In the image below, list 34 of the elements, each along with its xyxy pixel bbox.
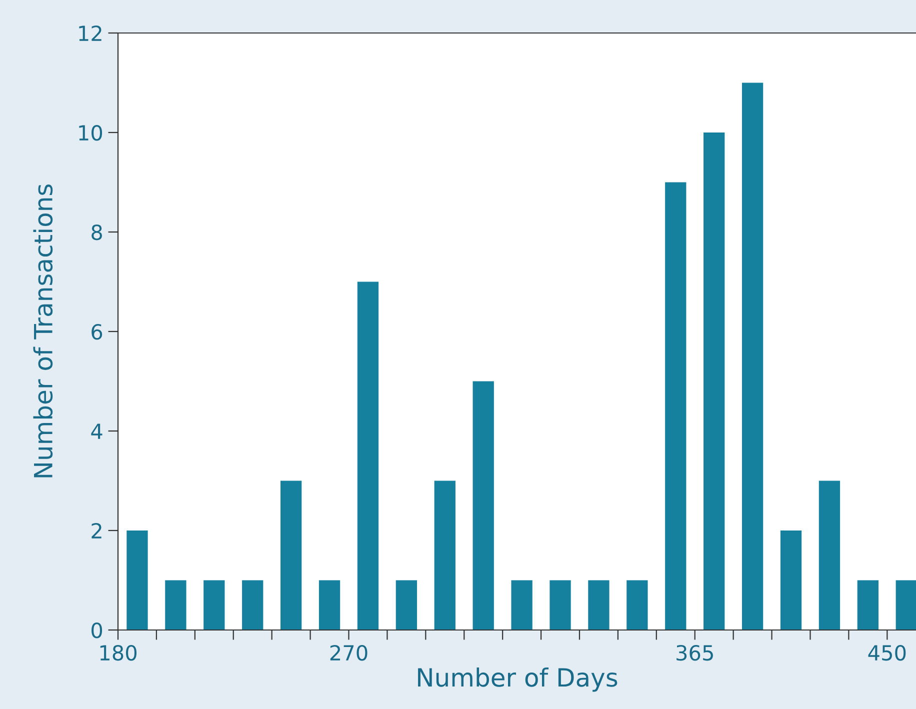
y-tick-label: 2 [92,522,102,538]
bar [165,580,186,630]
bar [396,580,418,630]
y-axis-title: Number of Transactions [33,184,53,478]
y-tick-label: 12 [79,25,102,41]
bar [588,580,610,630]
x-axis-title: Number of Days [418,668,618,692]
bar [896,580,916,630]
bar [511,580,532,630]
bar [626,580,648,630]
bar [818,480,840,630]
bar [550,580,571,630]
bar [434,480,456,630]
x-tick-label: 365 [676,644,713,661]
y-tick-label: 10 [79,124,102,141]
y-tick-label: 8 [92,224,102,240]
x-tick-label: 180 [100,644,136,661]
bar [780,530,802,630]
bar [704,132,725,630]
bar [857,580,879,630]
bar [126,530,148,630]
y-tick-label: 4 [91,424,102,439]
y-tick-label: 0 [92,622,102,638]
bar [742,82,764,630]
bar [357,282,379,630]
x-tick-label: 270 [330,644,368,661]
bar [242,580,264,630]
bar [665,182,686,630]
bar [318,580,340,630]
y-tick-label: 6 [92,324,102,340]
bar [472,381,494,630]
x-tick-label: 450 [868,644,906,661]
bar [204,580,225,630]
bar [280,480,302,630]
